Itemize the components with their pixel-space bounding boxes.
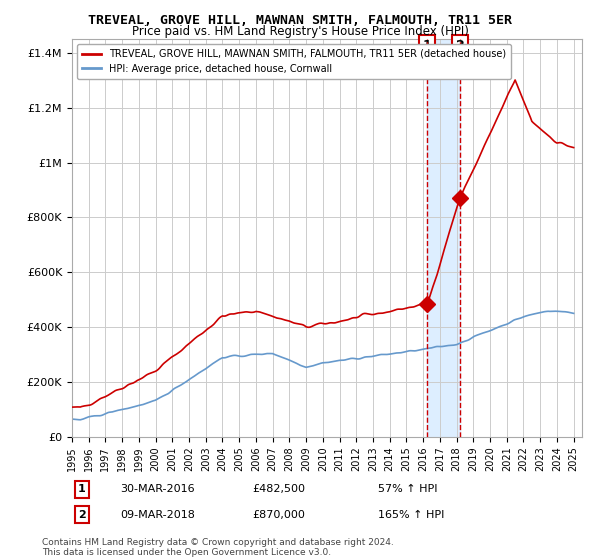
Text: Price paid vs. HM Land Registry's House Price Index (HPI): Price paid vs. HM Land Registry's House … [131,25,469,38]
Text: 09-MAR-2018: 09-MAR-2018 [120,510,195,520]
Bar [427,39,460,437]
Legend: TREVEAL, GROVE HILL, MAWNAN SMITH, FALMOUTH, TR11 5ER (detached house), HPI: Ave: TREVEAL, GROVE HILL, MAWNAN SMITH, FALMO… [77,44,511,78]
Text: 2: 2 [78,510,86,520]
Text: 1: 1 [78,484,86,494]
Text: £482,500: £482,500 [252,484,305,494]
Text: 165% ↑ HPI: 165% ↑ HPI [378,510,445,520]
Text: TREVEAL, GROVE HILL, MAWNAN SMITH, FALMOUTH, TR11 5ER: TREVEAL, GROVE HILL, MAWNAN SMITH, FALMO… [88,14,512,27]
Text: 57% ↑ HPI: 57% ↑ HPI [378,484,437,494]
Text: Contains HM Land Registry data © Crown copyright and database right 2024.
This d: Contains HM Land Registry data © Crown c… [42,538,394,557]
Text: 30-MAR-2016: 30-MAR-2016 [120,484,194,494]
Text: 2: 2 [455,39,464,52]
Text: £870,000: £870,000 [252,510,305,520]
Text: 1: 1 [423,39,432,52]
